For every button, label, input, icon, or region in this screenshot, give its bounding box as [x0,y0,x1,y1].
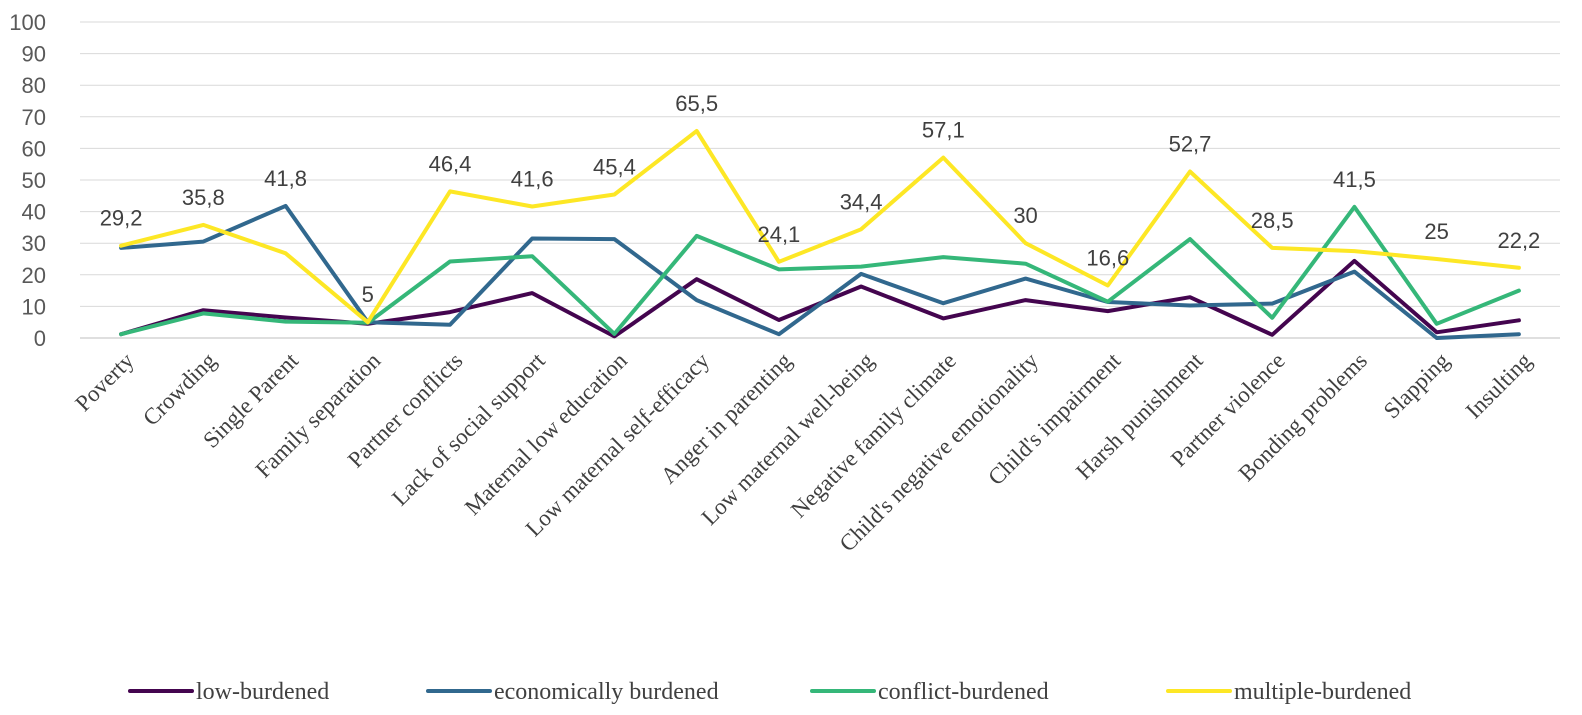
legend-label: economically burdened [494,679,719,705]
y-tick-label: 70 [22,105,46,130]
data-label: 35,8 [182,185,225,210]
data-label: 5 [362,282,374,307]
y-tick-label: 100 [9,10,46,35]
x-tick-label: Poverty [70,348,139,417]
series-line-multiple-burdened [119,129,1521,325]
x-tick-label: Maternal low education [460,348,632,520]
gridlines [80,21,1560,339]
series-line-economically-burdened [119,203,1521,340]
data-label: 65,5 [675,91,718,116]
y-tick-label: 90 [22,42,46,67]
data-labels: 29,2 35,8 41,8 5 46,4 41,6 45,4 65,5 24,1 34,4 57,… [100,91,1541,307]
legend: low-burdened economically burdened conflic… [128,679,1411,705]
y-tick-label: 40 [22,200,46,225]
data-label: 16,6 [1086,246,1129,271]
data-label: 22,2 [1497,228,1540,253]
legend-label: conflict-burdened [878,679,1049,705]
y-tick-label: 30 [22,231,46,256]
data-label: 34,4 [840,189,883,214]
y-tick-label: 20 [22,263,46,288]
legend-label: low-burdened [196,679,329,705]
data-label: 41,6 [511,167,554,192]
y-tick-label: 60 [22,136,46,161]
data-label: 46,4 [429,151,472,176]
data-label: 25 [1424,219,1448,244]
data-label: 29,2 [100,206,143,231]
legend-label: multiple-burdened [1234,679,1411,705]
data-label: 45,4 [593,155,636,180]
y-axis: 0 10 20 30 40 50 60 70 80 90 100 [9,10,46,351]
y-tick-label: 80 [22,73,46,98]
data-label: 28,5 [1251,208,1294,233]
data-label: 24,1 [757,222,800,247]
y-tick-label: 50 [22,168,46,193]
x-tick-label: Lack of social support [387,347,550,510]
data-label: 30 [1013,203,1037,228]
data-label: 52,7 [1169,131,1212,156]
y-tick-label: 0 [34,326,46,351]
x-tick-label: Slapping [1379,348,1455,424]
series-line-conflict-burdened [119,204,1521,337]
y-tick-label: 10 [22,294,46,319]
data-label: 41,5 [1333,167,1376,192]
data-label: 57,1 [922,118,965,143]
data-label: 41,8 [264,166,307,191]
x-tick-label: Crowding [138,348,221,431]
series-lines [119,129,1521,340]
x-tick-label: Insulting [1461,348,1537,424]
x-tick-label: Negative family climate [786,348,961,523]
